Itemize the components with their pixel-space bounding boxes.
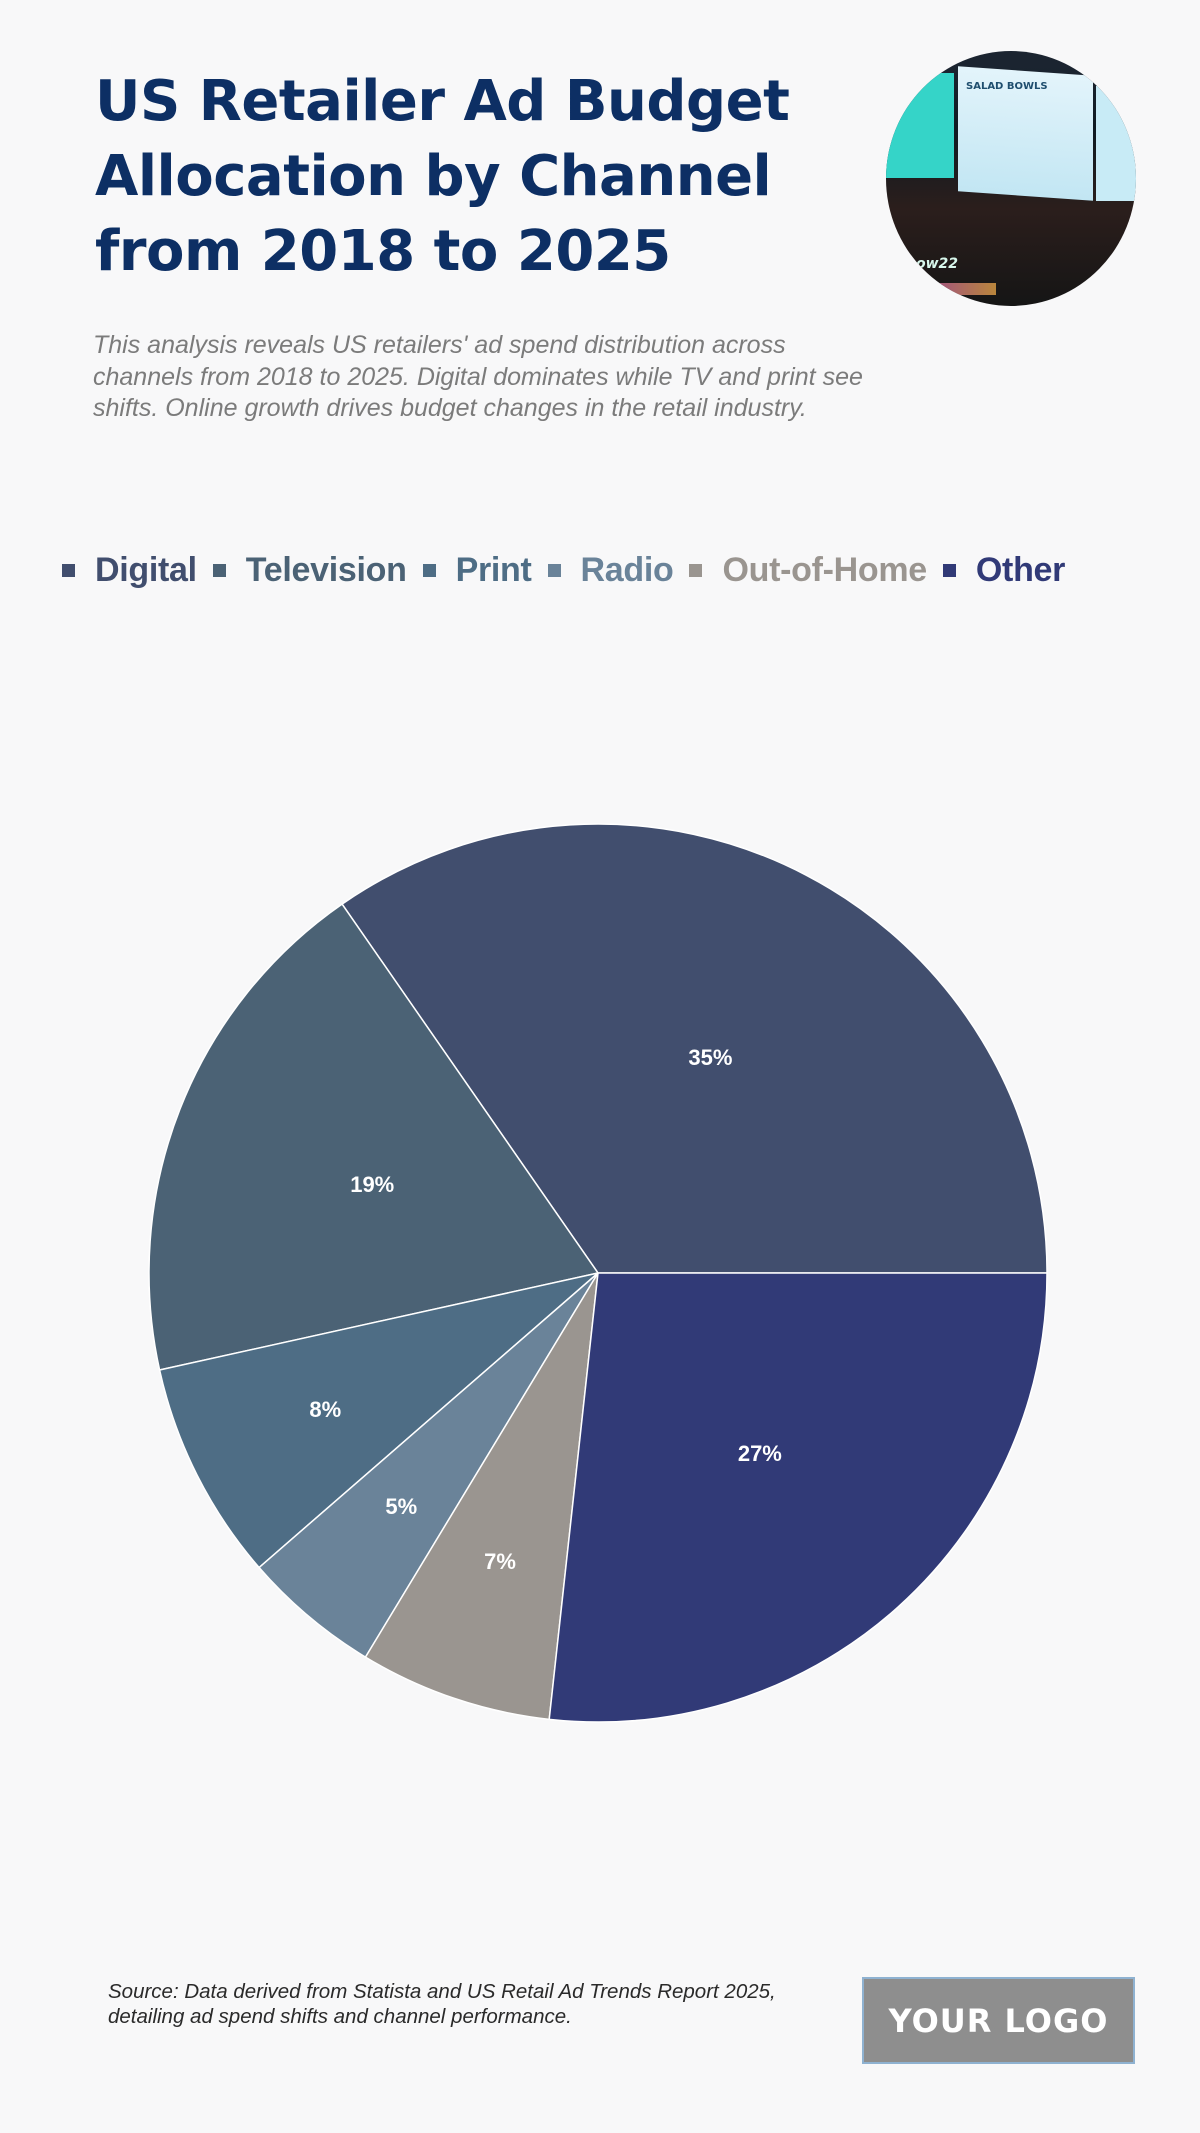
slice-value-label: 27% bbox=[737, 1440, 782, 1466]
legend-square-icon bbox=[942, 563, 956, 577]
legend-square-icon bbox=[62, 563, 75, 577]
slice-value-label: 35% bbox=[688, 1045, 733, 1071]
legend-item-out-of-home: Out-of-Home bbox=[689, 550, 927, 590]
legend-label: Radio bbox=[580, 550, 674, 589]
legend-label: Digital bbox=[95, 550, 197, 589]
source-note: Source: Data derived from Statista and U… bbox=[108, 1980, 776, 2028]
pie-slice-digital bbox=[341, 823, 1048, 1274]
legend-item-print: Print bbox=[422, 550, 532, 590]
legend-square-icon bbox=[422, 563, 436, 577]
pie-slice-print bbox=[158, 1272, 599, 1569]
slice-value-label: 19% bbox=[350, 1171, 395, 1197]
logo-placeholder: YOUR LOGO bbox=[862, 1977, 1135, 2064]
light-glow bbox=[926, 283, 996, 295]
pie-svg bbox=[148, 823, 1048, 1723]
logo-text: YOUR LOGO bbox=[888, 2001, 1109, 2040]
pie-slice-other bbox=[548, 1272, 1048, 1723]
menu-screen-right bbox=[1096, 86, 1136, 201]
neon-sign: ow22 bbox=[916, 256, 959, 272]
menu-screen-left bbox=[886, 73, 954, 178]
pie-slice-out-of-home bbox=[364, 1272, 599, 1721]
legend-label: Television bbox=[245, 550, 407, 589]
hero-image: SALAD BOWLS ow22 bbox=[886, 51, 1136, 306]
page-title: US Retailer Ad Budget Allocation by Chan… bbox=[95, 69, 790, 284]
pie-slice-television bbox=[148, 903, 600, 1371]
slice-value-label: 7% bbox=[484, 1549, 516, 1575]
legend-item-television: Television bbox=[212, 550, 407, 590]
pie-chart: 35% 19% 8% 5% 7% 27% bbox=[0, 780, 1200, 1770]
legend-square-icon bbox=[689, 563, 703, 577]
legend-item-radio: Radio bbox=[547, 550, 674, 590]
slice-value-label: 5% bbox=[385, 1493, 418, 1519]
legend-square-icon bbox=[547, 563, 561, 577]
legend-square-icon bbox=[212, 563, 226, 577]
legend-item-digital: Digital bbox=[62, 551, 197, 590]
chart-legend: Digital Television Print Radio Out-of-Home Ot… bbox=[62, 548, 1081, 592]
legend-label: Print bbox=[455, 550, 532, 589]
legend-label: Out-of-Home bbox=[722, 550, 927, 589]
subtitle: This analysis reveals US retailers' ad s… bbox=[93, 331, 863, 422]
legend-item-other: Other bbox=[942, 550, 1066, 590]
legend-label: Other bbox=[975, 550, 1066, 589]
slice-value-label: 8% bbox=[309, 1397, 342, 1423]
menu-screen-title: SALAD BOWLS bbox=[966, 81, 1048, 92]
